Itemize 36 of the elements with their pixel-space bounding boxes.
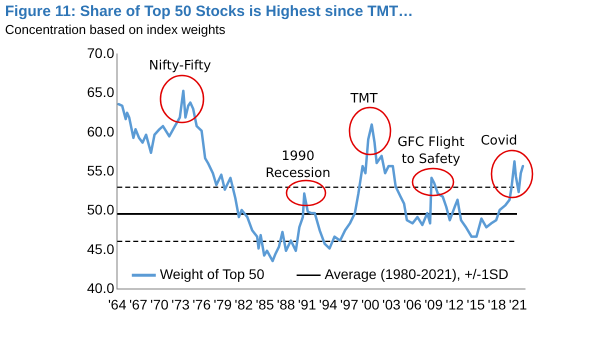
- x-tick-label: '82: [234, 296, 254, 312]
- x-tick-label: '91: [298, 296, 316, 312]
- y-tick-label: 45.0: [87, 240, 114, 257]
- x-tick-label: '67: [129, 296, 148, 312]
- x-tick-label: '12: [446, 296, 464, 312]
- x-tick-label: '21: [508, 296, 528, 312]
- annotation: GFC Flight to Safety: [397, 134, 465, 167]
- x-tick-label: '73: [171, 296, 190, 312]
- annotation: Nifty-Fifty: [148, 58, 212, 74]
- x-tick-label: '64: [108, 296, 127, 312]
- y-tick-label: 70.0: [87, 44, 114, 61]
- y-tick-label: 65.0: [87, 84, 114, 100]
- x-tick-label: '76: [192, 296, 211, 312]
- x-tick-label: '85: [256, 296, 274, 312]
- annotation: 1990 Recession: [266, 148, 330, 181]
- x-tick-label: '00: [361, 296, 380, 312]
- chart-title: Figure 11: Share of Top 50 Stocks is Highest since TMT…: [5, 3, 414, 20]
- annotation: Covid: [480, 133, 518, 148]
- y-tick-label: 55.0: [87, 162, 114, 178]
- x-tick-label: '18: [488, 296, 506, 312]
- annotation: TMT: [349, 91, 378, 106]
- x-tick-label: '97: [340, 296, 359, 312]
- x-tick-label: '06: [403, 296, 422, 312]
- x-tick-label: '88: [276, 296, 296, 312]
- y-tick-label: 60.0: [87, 123, 114, 140]
- y-tick-label: 50.0: [87, 202, 114, 218]
- legend-label: Weight of Top 50: [160, 266, 265, 282]
- x-tick-label: '79: [214, 296, 232, 312]
- x-tick-label: '70: [150, 296, 169, 312]
- x-tick-label: '94: [319, 296, 338, 312]
- legend-label: Average (1980-2021), +/-1SD: [324, 266, 508, 282]
- chart-subtitle: Concentration based on index weights: [5, 22, 226, 37]
- x-tick-label: '03: [382, 296, 401, 312]
- x-tick-label: '15: [466, 296, 486, 312]
- y-tick-label: 40.0: [87, 280, 114, 296]
- x-tick-label: '09: [424, 296, 443, 312]
